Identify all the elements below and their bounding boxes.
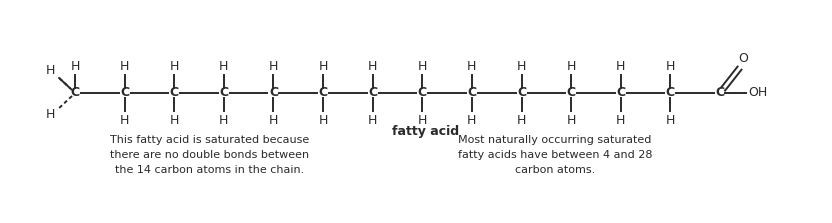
Text: C: C	[617, 87, 626, 99]
Text: H: H	[666, 114, 675, 126]
Text: OH: OH	[748, 87, 767, 99]
Text: C: C	[269, 87, 278, 99]
Text: H: H	[517, 114, 526, 126]
Text: H: H	[666, 60, 675, 72]
Text: fatty acid: fatty acid	[392, 124, 459, 138]
Text: H: H	[319, 60, 328, 72]
Text: C: C	[319, 87, 328, 99]
Text: H: H	[567, 114, 576, 126]
Text: H: H	[368, 114, 378, 126]
Text: C: C	[220, 87, 229, 99]
Text: Most naturally occurring saturated
fatty acids have between 4 and 28
carbon atom: Most naturally occurring saturated fatty…	[458, 135, 652, 175]
Text: C: C	[170, 87, 179, 99]
Text: H: H	[418, 60, 427, 72]
Text: This fatty acid is saturated because
there are no double bonds between
the 14 ca: This fatty acid is saturated because the…	[111, 135, 310, 175]
Text: H: H	[45, 109, 55, 122]
Text: H: H	[120, 60, 129, 72]
Text: C: C	[517, 87, 526, 99]
Text: H: H	[219, 60, 229, 72]
Text: H: H	[468, 60, 477, 72]
Text: C: C	[567, 87, 576, 99]
Text: H: H	[468, 114, 477, 126]
Text: H: H	[319, 114, 328, 126]
Text: C: C	[368, 87, 377, 99]
Text: C: C	[468, 87, 477, 99]
Text: H: H	[269, 60, 278, 72]
Text: O: O	[738, 52, 748, 64]
Text: H: H	[269, 114, 278, 126]
Text: C: C	[418, 87, 427, 99]
Text: C: C	[71, 87, 80, 99]
Text: H: H	[616, 60, 626, 72]
Text: H: H	[170, 60, 179, 72]
Text: H: H	[517, 60, 526, 72]
Text: H: H	[368, 60, 378, 72]
Text: H: H	[418, 114, 427, 126]
Text: C: C	[666, 87, 675, 99]
Text: C: C	[120, 87, 129, 99]
Text: H: H	[170, 114, 179, 126]
Text: H: H	[120, 114, 129, 126]
Text: H: H	[616, 114, 626, 126]
Text: C: C	[716, 87, 725, 99]
Text: H: H	[45, 64, 55, 78]
Text: H: H	[71, 60, 80, 72]
Text: H: H	[219, 114, 229, 126]
Text: H: H	[567, 60, 576, 72]
